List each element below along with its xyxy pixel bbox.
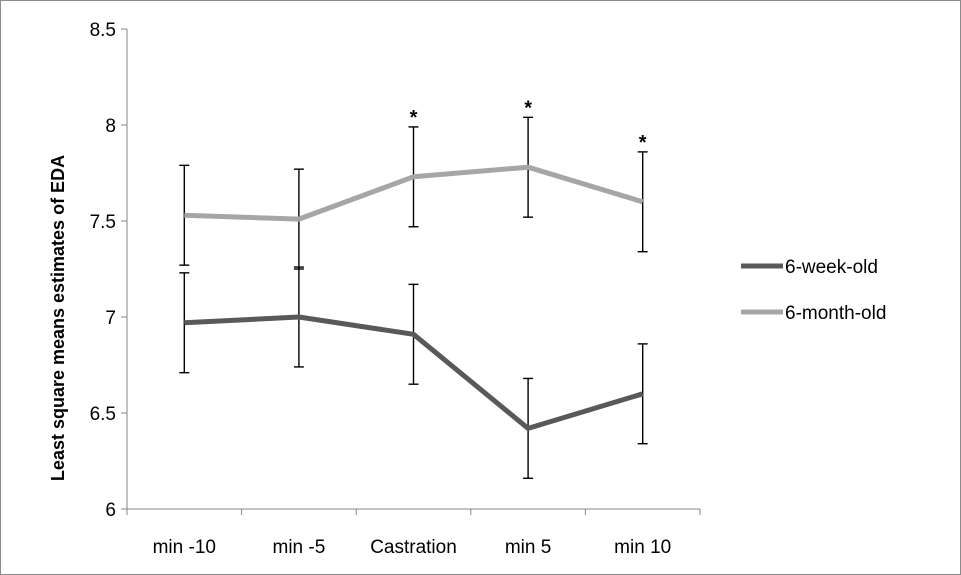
y-tick-label: 6.5 xyxy=(90,404,116,425)
y-tick-label: 8.5 xyxy=(90,20,116,41)
y-axis-ticks: 6 6.5 7 7.5 8 8.5 xyxy=(90,20,127,521)
y-tick-label: 6 xyxy=(105,500,116,521)
series-line-6-week-old xyxy=(184,314,644,431)
y-tick-label: 8 xyxy=(105,116,116,137)
legend: 6-week-old 6-month-old xyxy=(741,257,886,324)
y-tick-label: 7 xyxy=(105,308,116,329)
significance-asterisk: * xyxy=(410,107,418,129)
series-line-6-month-old xyxy=(184,164,644,222)
significance-markers: * * * xyxy=(410,97,647,154)
y-tick-label: 7.5 xyxy=(90,212,116,233)
x-tick-label: Castration xyxy=(370,537,457,558)
y-axis-title: Least square means estimates of EDA xyxy=(48,155,68,481)
series-lines xyxy=(184,164,644,431)
x-tick-label: min 5 xyxy=(505,537,551,558)
legend-label: 6-week-old xyxy=(785,257,878,278)
x-tick-label: min -10 xyxy=(153,537,216,558)
x-axis-ticks: min -10 min -5 Castration min 5 min 10 xyxy=(126,509,701,558)
significance-asterisk: * xyxy=(639,132,647,154)
significance-asterisk: * xyxy=(524,97,532,119)
error-bars xyxy=(179,116,648,479)
axes xyxy=(126,29,700,510)
legend-label: 6-month-old xyxy=(785,303,886,324)
x-tick-label: min 10 xyxy=(614,537,671,558)
x-tick-label: min -5 xyxy=(273,537,326,558)
